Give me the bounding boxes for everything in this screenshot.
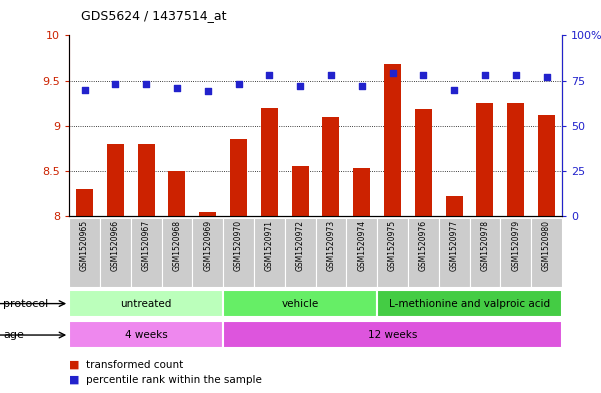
- Bar: [285, 218, 316, 287]
- Bar: [507, 103, 524, 216]
- Bar: [69, 290, 223, 317]
- Point: [357, 83, 367, 89]
- Bar: [446, 196, 463, 216]
- Bar: [138, 144, 154, 216]
- Bar: [107, 144, 124, 216]
- Point: [80, 86, 90, 93]
- Text: GSM1520972: GSM1520972: [296, 220, 305, 271]
- Text: GSM1520975: GSM1520975: [388, 220, 397, 271]
- Bar: [69, 321, 223, 348]
- Bar: [439, 218, 469, 287]
- Text: ■: ■: [69, 360, 79, 370]
- Bar: [69, 218, 100, 287]
- Point: [111, 81, 120, 87]
- Bar: [353, 168, 370, 216]
- Point: [172, 84, 182, 91]
- Text: ■: ■: [69, 375, 79, 385]
- Point: [511, 72, 520, 78]
- Bar: [377, 218, 408, 287]
- Text: GSM1520965: GSM1520965: [80, 220, 89, 271]
- Text: percentile rank within the sample: percentile rank within the sample: [86, 375, 262, 385]
- Text: age: age: [3, 330, 24, 340]
- Bar: [261, 108, 278, 216]
- Bar: [531, 218, 562, 287]
- Bar: [230, 140, 247, 216]
- Bar: [162, 218, 192, 287]
- Bar: [377, 290, 562, 317]
- Text: GSM1520969: GSM1520969: [203, 220, 212, 271]
- Bar: [168, 171, 185, 216]
- Text: 12 weeks: 12 weeks: [368, 330, 417, 340]
- Text: GSM1520980: GSM1520980: [542, 220, 551, 271]
- Text: untreated: untreated: [120, 299, 172, 309]
- Bar: [76, 189, 93, 216]
- Bar: [200, 211, 216, 216]
- Point: [234, 81, 243, 87]
- Bar: [469, 218, 501, 287]
- Bar: [316, 218, 346, 287]
- Text: GSM1520977: GSM1520977: [450, 220, 459, 271]
- Bar: [538, 115, 555, 216]
- Bar: [346, 218, 377, 287]
- Text: GSM1520966: GSM1520966: [111, 220, 120, 271]
- Point: [264, 72, 274, 78]
- Bar: [384, 64, 401, 216]
- Bar: [223, 218, 254, 287]
- Text: GSM1520974: GSM1520974: [357, 220, 366, 271]
- Point: [388, 70, 397, 77]
- Text: GSM1520971: GSM1520971: [265, 220, 274, 271]
- Bar: [477, 103, 493, 216]
- Text: GSM1520973: GSM1520973: [326, 220, 335, 271]
- Text: L-methionine and valproic acid: L-methionine and valproic acid: [389, 299, 550, 309]
- Bar: [415, 110, 432, 216]
- Point: [418, 72, 428, 78]
- Text: GSM1520970: GSM1520970: [234, 220, 243, 271]
- Text: GSM1520976: GSM1520976: [419, 220, 428, 271]
- Text: GSM1520968: GSM1520968: [172, 220, 182, 271]
- Point: [450, 86, 459, 93]
- Bar: [254, 218, 285, 287]
- Text: GDS5624 / 1437514_at: GDS5624 / 1437514_at: [81, 9, 227, 22]
- Text: GSM1520978: GSM1520978: [480, 220, 489, 271]
- Bar: [223, 321, 562, 348]
- Text: 4 weeks: 4 weeks: [125, 330, 168, 340]
- Point: [203, 88, 213, 95]
- Text: GSM1520967: GSM1520967: [142, 220, 151, 271]
- Point: [542, 74, 551, 80]
- Bar: [408, 218, 439, 287]
- Bar: [223, 290, 377, 317]
- Point: [141, 81, 151, 87]
- Bar: [291, 166, 308, 216]
- Point: [326, 72, 336, 78]
- Text: vehicle: vehicle: [281, 299, 319, 309]
- Text: transformed count: transformed count: [86, 360, 183, 370]
- Bar: [501, 218, 531, 287]
- Bar: [131, 218, 162, 287]
- Text: GSM1520979: GSM1520979: [511, 220, 520, 271]
- Point: [295, 83, 305, 89]
- Bar: [192, 218, 223, 287]
- Point: [480, 72, 490, 78]
- Text: protocol: protocol: [3, 299, 48, 309]
- Bar: [100, 218, 131, 287]
- Bar: [323, 117, 340, 216]
